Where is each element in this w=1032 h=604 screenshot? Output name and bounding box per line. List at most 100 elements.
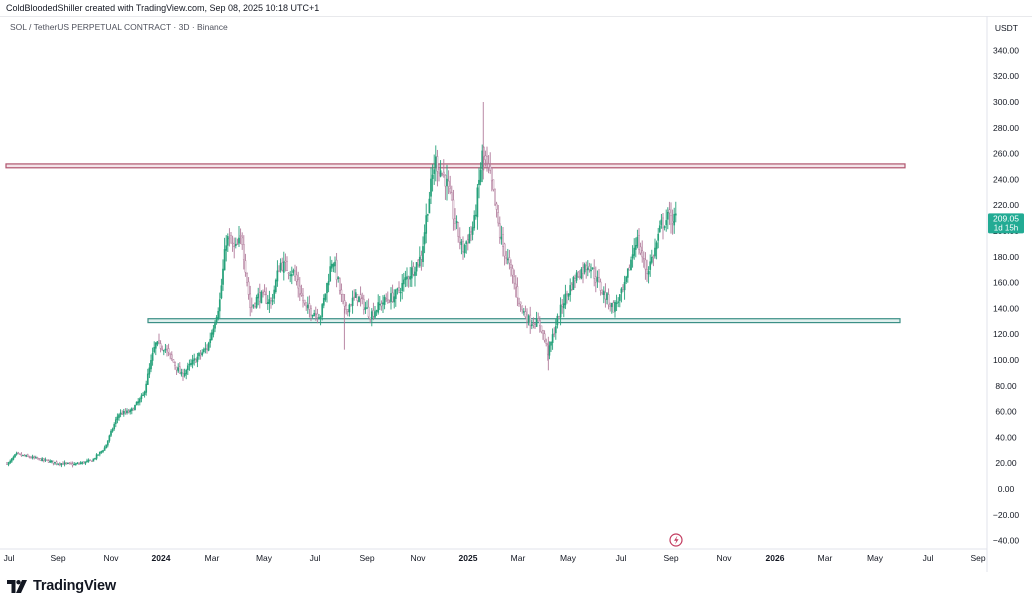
candle <box>593 259 596 287</box>
candle-body <box>50 460 53 462</box>
candle-body <box>607 294 610 306</box>
candle <box>174 361 176 370</box>
candle-body <box>399 291 402 294</box>
candle-body <box>18 453 21 455</box>
candle-body <box>55 461 58 464</box>
candle <box>121 410 124 415</box>
symbol-title[interactable]: SOL / TetherUS PERPETUAL CONTRACT · 3D ·… <box>10 22 228 32</box>
candle <box>462 236 464 260</box>
candle-body <box>671 221 674 224</box>
candle-body <box>593 268 596 279</box>
candle <box>398 281 400 294</box>
candle <box>505 250 508 265</box>
support-zone[interactable] <box>147 318 901 324</box>
candle-body <box>214 323 216 329</box>
price-unit-label[interactable]: USDT <box>994 23 1018 33</box>
candle-body <box>271 300 274 302</box>
candle <box>418 246 421 268</box>
candle <box>598 268 600 283</box>
candle-body <box>518 298 520 304</box>
candle-body <box>321 304 324 317</box>
candle <box>161 345 164 351</box>
candle <box>361 292 364 305</box>
candle-body <box>180 372 183 375</box>
candle <box>506 248 509 265</box>
candle <box>209 332 212 348</box>
candle-body <box>9 460 12 463</box>
candle-body <box>393 296 396 303</box>
candle-body <box>455 220 458 223</box>
last-price-badge[interactable] <box>988 213 1024 234</box>
candle <box>596 270 599 288</box>
candle-body <box>65 462 68 464</box>
candle-body <box>278 270 280 273</box>
candle <box>164 343 167 354</box>
candlestick-chart[interactable]: 340.00 320.00 300.00 280.00 260.00 240.00 220.… <box>0 16 1032 572</box>
candle-body <box>94 458 96 460</box>
candle <box>298 277 301 301</box>
candle <box>100 450 103 454</box>
candle-body <box>351 297 354 307</box>
candle <box>591 267 594 270</box>
candle <box>626 268 629 283</box>
candle-body <box>170 354 173 359</box>
candle <box>471 221 474 241</box>
candle <box>324 293 327 302</box>
candle-body <box>122 411 125 415</box>
candle-body <box>650 257 653 263</box>
candle <box>434 145 437 182</box>
candle <box>284 253 287 272</box>
resistance-zone[interactable] <box>5 163 906 169</box>
candle-body <box>358 296 360 303</box>
candle <box>31 454 34 460</box>
candle <box>260 290 263 304</box>
candle-body <box>282 261 285 273</box>
candle <box>70 461 72 465</box>
candle <box>42 458 45 463</box>
candle <box>650 249 653 265</box>
candle <box>242 235 245 270</box>
candle-body <box>188 363 191 366</box>
tradingview-logo[interactable]: TradingView <box>7 577 116 595</box>
candle <box>641 240 644 263</box>
candle-body <box>274 280 277 293</box>
candle <box>532 317 535 329</box>
candle-body <box>306 304 309 309</box>
candle-body <box>305 302 308 307</box>
candle <box>449 175 452 195</box>
candle-body <box>633 247 636 256</box>
candle-body <box>222 268 224 285</box>
candle-body <box>169 352 172 355</box>
candle-body <box>470 231 472 233</box>
candle-body <box>190 362 192 366</box>
candle <box>369 317 372 324</box>
candle <box>278 265 280 273</box>
price-tick-label: 20.00 <box>995 458 1017 468</box>
candle-body <box>356 294 359 301</box>
events-icon[interactable] <box>669 533 683 547</box>
candle <box>655 240 658 260</box>
candle <box>646 259 648 282</box>
candle <box>383 294 386 310</box>
candle-body <box>623 281 626 291</box>
candle <box>84 461 87 466</box>
candle <box>359 286 362 307</box>
candle-body <box>378 303 381 306</box>
candle <box>377 294 380 315</box>
candle <box>210 329 213 341</box>
candle-body <box>266 302 269 304</box>
candle-body <box>26 454 29 457</box>
candle-body <box>159 343 162 349</box>
candle <box>334 256 336 273</box>
candle <box>297 271 300 298</box>
candle-body <box>74 463 77 465</box>
candle <box>94 457 96 460</box>
candle-body <box>350 304 352 307</box>
candle-body <box>330 263 333 269</box>
candle <box>390 287 392 310</box>
candle-body <box>338 278 341 291</box>
candle-body <box>66 462 69 465</box>
candle-body <box>604 292 607 300</box>
candle-body <box>36 457 39 459</box>
candle <box>393 289 396 309</box>
